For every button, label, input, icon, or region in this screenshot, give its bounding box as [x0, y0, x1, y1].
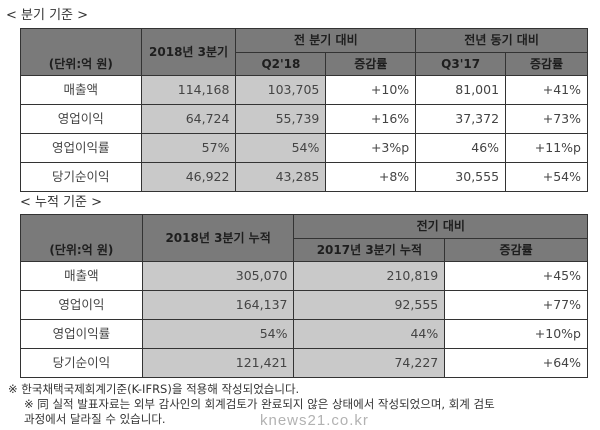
- yoy-group-header: 전년 동기 대비: [415, 28, 588, 53]
- qoq-rate: +8%: [325, 162, 417, 192]
- prior-header: 2017년 3분기 누적: [293, 237, 446, 262]
- row-label: 매출액: [20, 261, 143, 291]
- q3-value: 30,555: [415, 162, 507, 192]
- unit-header: (단위:억 원): [20, 214, 143, 262]
- table-row: 영업이익률 57% 54% +3%p 46% +11%p: [20, 133, 588, 163]
- current-value: 164,137: [141, 290, 295, 320]
- change-rate: +77%: [444, 290, 588, 320]
- current-value: 54%: [141, 319, 295, 349]
- q3-value: 37,372: [415, 104, 507, 134]
- cumulative-caption: < 누적 기준 >: [20, 195, 103, 210]
- watermark: knews21.co.kr: [260, 412, 369, 429]
- row-label: 당기순이익: [20, 162, 142, 192]
- prior-value: 44%: [293, 319, 446, 349]
- qoq-rate: +10%: [325, 75, 417, 105]
- change-rate: +45%: [444, 261, 588, 291]
- table-row: 당기순이익 46,922 43,285 +8% 30,555 +54%: [20, 162, 588, 192]
- rate-header: 증감률: [444, 237, 588, 262]
- current-value: 64,724: [140, 104, 237, 134]
- yoy-rate: +73%: [505, 104, 588, 134]
- yoy-rate: +41%: [505, 75, 588, 105]
- yoy-rate: +54%: [505, 162, 588, 192]
- qoq-rate-header: 증감률: [325, 51, 417, 76]
- row-label: 영업이익률: [20, 319, 143, 349]
- unit-header: (단위:억 원): [20, 28, 142, 76]
- note-2: ※ 同 실적 발표자료는 외부 감사인의 회계검토가 완료되지 않은 상태에서 …: [24, 397, 495, 411]
- q3-header: Q3'17: [415, 51, 507, 76]
- current-value: 46,922: [140, 162, 237, 192]
- row-label: 영업이익: [20, 104, 142, 134]
- change-rate: +64%: [444, 348, 588, 378]
- current-value: 305,070: [141, 261, 295, 291]
- note-3: 과정에서 달라질 수 있습니다.: [24, 412, 166, 426]
- q2-value: 54%: [235, 133, 327, 163]
- table-row: 매출액 305,070 210,819 +45%: [20, 261, 588, 291]
- prior-value: 92,555: [293, 290, 446, 320]
- note-1: ※ 한국채택국제회계기준(K-IFRS)을 적용해 작성되었습니다.: [8, 382, 300, 396]
- qoq-group-header: 전 분기 대비: [235, 28, 417, 53]
- table-row: 영업이익률 54% 44% +10%p: [20, 319, 588, 349]
- change-rate: +10%p: [444, 319, 588, 349]
- current-value: 114,168: [140, 75, 237, 105]
- prior-group-header: 전기 대비: [293, 214, 588, 239]
- table-row: 영업이익 64,724 55,739 +16% 37,372 +73%: [20, 104, 588, 134]
- qoq-rate: +3%p: [325, 133, 417, 163]
- prior-value: 74,227: [293, 348, 446, 378]
- q2-value: 55,739: [235, 104, 327, 134]
- cumulative-table: (단위:억 원) 2018년 3분기 누적 전기 대비 2017년 3분기 누적…: [20, 214, 588, 378]
- q3-value: 81,001: [415, 75, 507, 105]
- quarterly-table: (단위:억 원) 2018년 3분기 전 분기 대비 전년 동기 대비 Q2'1…: [20, 28, 588, 192]
- row-label: 매출액: [20, 75, 142, 105]
- yoy-rate-header: 증감률: [505, 51, 588, 76]
- current-header: 2018년 3분기 누적: [141, 214, 295, 262]
- row-label: 영업이익: [20, 290, 143, 320]
- prior-value: 210,819: [293, 261, 446, 291]
- current-header: 2018년 3분기: [140, 28, 237, 76]
- quarterly-caption: < 분기 기준 >: [6, 8, 89, 23]
- current-value: 57%: [140, 133, 237, 163]
- current-value: 121,421: [141, 348, 295, 378]
- yoy-rate: +11%p: [505, 133, 588, 163]
- q2-value: 103,705: [235, 75, 327, 105]
- row-label: 당기순이익: [20, 348, 143, 378]
- table-row: 당기순이익 121,421 74,227 +64%: [20, 348, 588, 378]
- row-label: 영업이익률: [20, 133, 142, 163]
- table-row: 영업이익 164,137 92,555 +77%: [20, 290, 588, 320]
- q2-value: 43,285: [235, 162, 327, 192]
- q3-value: 46%: [415, 133, 507, 163]
- q2-header: Q2'18: [235, 51, 327, 76]
- qoq-rate: +16%: [325, 104, 417, 134]
- table-row: 매출액 114,168 103,705 +10% 81,001 +41%: [20, 75, 588, 105]
